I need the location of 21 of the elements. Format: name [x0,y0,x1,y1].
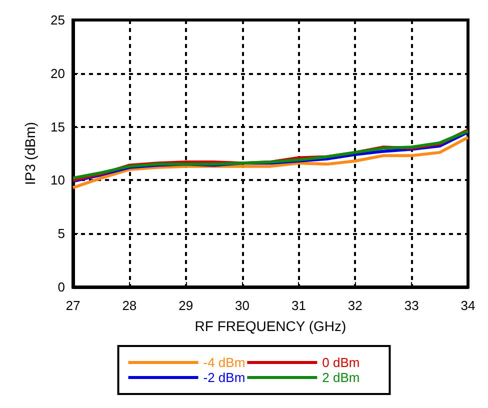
x-tick-label: 29 [178,298,194,313]
x-tick-label: 32 [348,298,362,313]
text: 2 dBm [322,370,360,385]
text: -4 dBm [203,355,246,370]
line-series [72,136,470,190]
y-tick-label: 20 [50,66,65,81]
y-axis-title: IP3 (dBm) [22,122,38,186]
text: 0 dBm [322,355,360,370]
x-tick-label: 33 [404,298,419,313]
x-tick-label: 34 [460,298,476,313]
y-tick-label: 15 [50,119,65,134]
y-tick-label: 10 [50,172,65,188]
y-tick-label: 5 [58,226,65,242]
x-tick-label: 27 [66,298,80,313]
text: -2 dBm [203,370,246,385]
x-tick-label: 30 [235,298,250,313]
y-tick-label: 0 [58,280,65,294]
y-tick-label: 25 [50,12,65,28]
x-tick-label: 28 [122,298,137,313]
x-tick-label: 31 [291,298,306,313]
x-axis-title: RF FREQUENCY (GHz) [194,318,346,334]
